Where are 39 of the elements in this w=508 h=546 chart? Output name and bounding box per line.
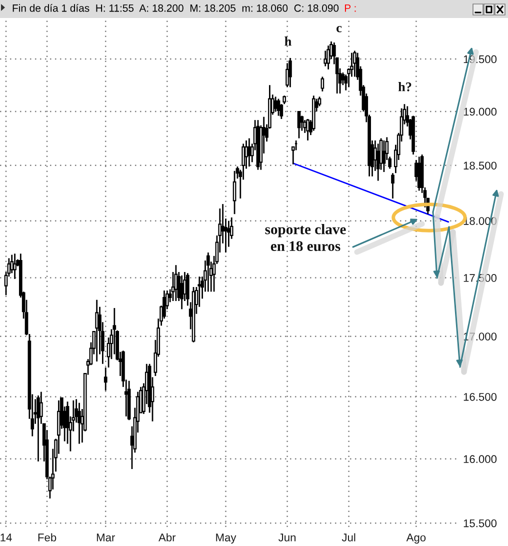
- x-tick-label: Abr: [158, 533, 176, 542]
- candlestick: [104, 366, 108, 392]
- candlestick: [306, 118, 310, 142]
- annotation: soporte clave en 18 euros: [265, 224, 346, 252]
- candlestick: [206, 252, 210, 292]
- candlestick: [232, 170, 236, 215]
- x-tick-label: 14: [0, 534, 12, 542]
- candlestick: [180, 274, 184, 310]
- chart-title: Fin de día 1 días H: 11:55 A: 18.200 M: 18.205 m: 18.060 C: 18.090: [12, 4, 339, 12]
- y-tick-label: 16.000: [464, 455, 497, 464]
- x-tick-label: Ago: [406, 534, 426, 544]
- text: P :: [344, 4, 356, 12]
- y-tick-label: 16.500: [464, 392, 497, 401]
- x-tick-label: Jul: [342, 533, 356, 542]
- candlestick: [280, 103, 284, 120]
- y-tick-label: 15.500: [464, 519, 497, 528]
- x-tick-label: Jun: [278, 534, 296, 542]
- y-tick-label: 18.500: [464, 162, 497, 170]
- candlestick: [13, 252, 16, 280]
- candlestick: [326, 44, 330, 70]
- x-tick-label: Mar: [96, 534, 116, 542]
- y-tick-label: 19.000: [464, 108, 497, 116]
- candlestick: [382, 140, 386, 173]
- candlestick: [352, 50, 356, 78]
- x-tick-label: Feb: [38, 533, 56, 542]
- candlestick: [95, 299, 98, 362]
- candlestick: [78, 402, 81, 444]
- annotation: h?: [398, 82, 412, 92]
- annotation: c: [336, 26, 342, 32]
- candlestick: [391, 172, 394, 200]
- x-tick-label: May: [216, 534, 236, 544]
- candlestick: [288, 57, 292, 88]
- candlestick: [274, 96, 278, 112]
- candlestick: [248, 138, 251, 168]
- candlestick: [320, 76, 324, 92]
- annotation: h: [284, 36, 292, 46]
- candlestick: [286, 62, 289, 88]
- candlestick: [36, 394, 40, 462]
- candlestick: [297, 110, 301, 139]
